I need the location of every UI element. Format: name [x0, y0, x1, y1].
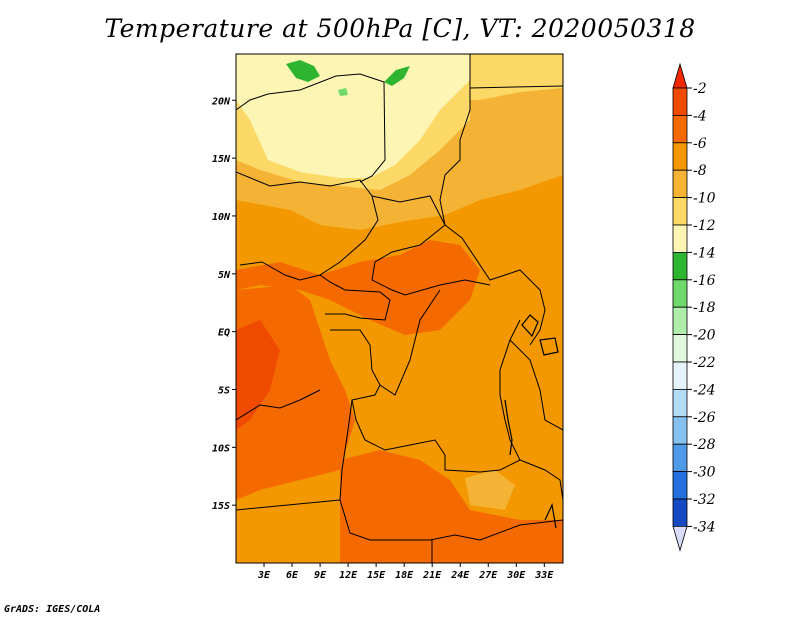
colorbar-box	[672, 142, 688, 171]
lat-tick-label: 15N	[212, 154, 231, 165]
colorbar-label: -26	[693, 410, 716, 426]
lon-tick-label: 3E	[257, 570, 271, 581]
colorbar-top-arrow	[672, 62, 688, 89]
lat-tick-label: 10N	[212, 212, 231, 223]
lon-tick-label: 6E	[286, 570, 299, 581]
colorbar-label: -4	[693, 108, 707, 124]
colorbar-box	[672, 471, 688, 500]
map-axes: 20N 15N 10N 5N EQ 5S 10S 15S 3E 6E 9E 12E 15E 18E 21E 2…	[211, 96, 554, 581]
lon-tick-label: 18E	[395, 570, 414, 581]
colorbar-box	[672, 279, 688, 308]
colorbar-box	[672, 306, 688, 336]
colorbar-label: -32	[693, 492, 716, 508]
grads-credit: GrADS: IGES/COLA	[4, 604, 101, 615]
map-title: Temperature at 500hPa [C], VT: 202005031…	[104, 14, 696, 43]
colorbar-box	[672, 416, 688, 445]
colorbar-box	[672, 388, 688, 418]
colorbar-box	[672, 115, 688, 144]
colorbar-box	[672, 169, 688, 198]
lat-tick-label: 5S	[218, 385, 230, 396]
colorbar-box	[672, 87, 688, 116]
colorbar-label: -20	[693, 328, 716, 344]
colorbar-label: -30	[693, 465, 716, 481]
colorbar-label: -14	[693, 245, 716, 261]
country-borders	[236, 54, 563, 563]
colorbar-box	[672, 334, 688, 363]
colorbar-box	[672, 498, 688, 527]
lon-tick-label: 24E	[450, 570, 470, 581]
lon-tick-label: 12E	[339, 570, 358, 581]
colorbar-label: -12	[693, 218, 716, 234]
colorbar-box	[672, 361, 688, 390]
lat-tick-label: EQ	[218, 328, 230, 339]
lon-tick-label: 30E	[506, 570, 526, 581]
lon-tick-label: 9E	[314, 570, 327, 581]
lat-tick-label: 10S	[212, 443, 230, 454]
colorbar-label: -8	[693, 163, 707, 179]
lat-tick-label: 20N	[211, 96, 231, 107]
colorbar: -2 -4 -6 -8 -10 -12 -14 -16 -18 -20 -22 -24 -26 -28 -3…	[672, 62, 716, 552]
colorbar-box	[672, 224, 688, 253]
colorbar-box	[672, 443, 688, 473]
map-frame	[235, 53, 564, 564]
colorbar-label: -10	[693, 191, 716, 207]
colorbar-label: -16	[693, 273, 716, 289]
lakes	[504, 314, 559, 529]
colorbar-label: -34	[693, 519, 716, 535]
lon-tick-label: 15E	[367, 570, 386, 581]
lon-tick-label: 33E	[534, 570, 554, 581]
colorbar-label: -6	[693, 136, 707, 152]
lon-tick-label: 27E	[478, 570, 498, 581]
lon-tick-label: 21E	[422, 570, 442, 581]
colorbar-box	[672, 197, 688, 226]
lat-tick-label: 5N	[218, 270, 231, 281]
colorbar-label: -24	[693, 382, 716, 398]
colorbar-bottom-arrow	[672, 526, 688, 552]
colorbar-label: -28	[693, 437, 716, 453]
colorbar-box	[672, 251, 688, 281]
colorbar-label: -22	[693, 355, 716, 371]
temperature-field	[236, 54, 563, 563]
colorbar-label: -2	[693, 81, 707, 97]
lat-tick-label: 15S	[212, 501, 230, 512]
colorbar-label: -18	[693, 300, 716, 316]
